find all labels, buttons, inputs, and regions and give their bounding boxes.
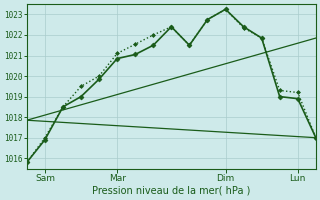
X-axis label: Pression niveau de la mer( hPa ): Pression niveau de la mer( hPa ) <box>92 186 251 196</box>
